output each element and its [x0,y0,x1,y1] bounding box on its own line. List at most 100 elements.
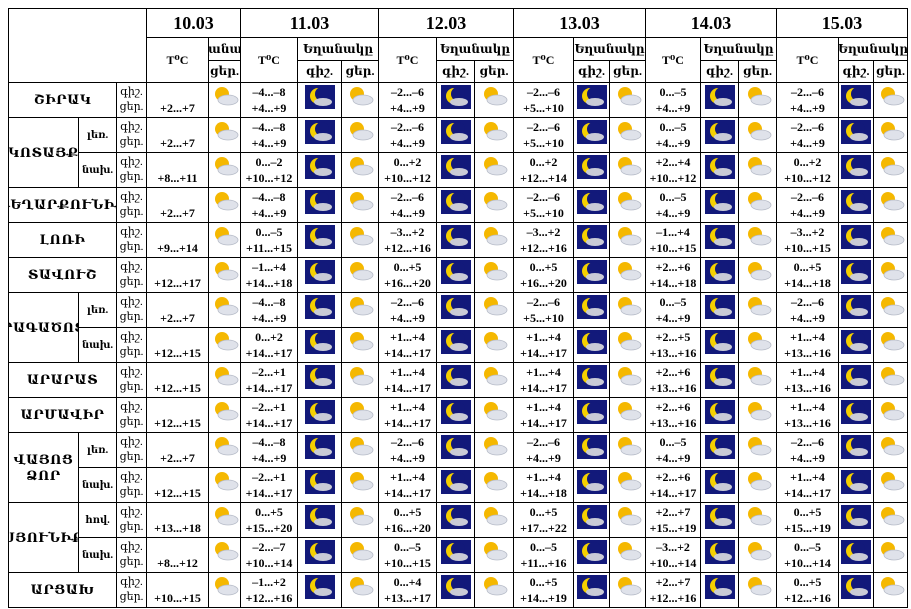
cloud [449,238,468,246]
night-icon [304,85,335,109]
temp-cell: 0...+5 +17...+22 [513,502,574,538]
day-icon [214,297,238,316]
cloud [217,94,238,106]
temp-night: –2...–6 [527,435,560,449]
temp-day: +4...+9 [655,101,691,115]
temp-night: +2...+6 [655,260,691,274]
weather-head: Եղանակը [573,37,646,61]
icon-cell [208,117,241,153]
temp-night: 0...+4 [393,575,422,589]
day-icon [484,367,508,386]
night-icon [704,575,735,599]
icon-cell [700,82,739,118]
region-cell: ԱՐՄԱՎԻՐ [8,397,117,433]
icon-cell [208,327,241,363]
icon-cell [474,327,514,363]
cloud [313,133,332,141]
moon-shade [314,87,329,101]
night-icon [576,365,607,389]
cloud [883,94,904,106]
moon-shade [450,122,465,136]
cloud [883,409,904,421]
temp-night: 0...+5 [255,505,283,519]
temp-cell: 0...–5 +4...+9 [645,432,701,468]
temp-night: 0...–5 [659,190,687,204]
temp-day: +4...+9 [790,101,825,115]
icon-cell [573,327,610,363]
cloud [313,448,332,456]
night-label: գիշ. [120,121,143,133]
temp-night: +1...+4 [390,365,425,379]
icon-cell [838,82,874,118]
night-icon [576,540,607,564]
moon-shade [586,122,601,136]
icon-cell [573,397,610,433]
sub-cell: նախ. [78,152,117,188]
icon-cell [208,397,241,433]
temp-day: +10...+15 [384,556,431,570]
icon-cell [436,327,475,363]
temp-day: +9...+14 [157,241,198,255]
icon-cell [341,502,379,538]
temp-night: –2...–6 [791,120,824,134]
day-icon [880,542,904,561]
temp-head: T⁰C [378,37,437,83]
temp-day: +14...+17 [245,381,293,395]
icon-cell [738,327,777,363]
cloud [449,273,468,281]
cloud [217,269,238,281]
temp-cell: +10...+15 [146,572,209,608]
temp-day: +4...+9 [251,451,287,465]
sub-cell: նախ. [78,537,117,573]
temp-day: +17...+22 [520,521,567,535]
icon-cell [341,117,379,153]
region-name: ՏԱՎՈՒՇ [27,267,98,282]
cloud [620,374,641,386]
day-icon [350,577,374,596]
temp-night: 0...+2 [793,155,822,169]
night-icon [704,470,735,494]
temp-night: +1...+4 [390,400,425,414]
icon-cell [873,257,908,293]
temp-night: –2...–6 [791,85,824,99]
moon-shade [714,297,729,311]
night-icon [704,190,735,214]
cloud [217,234,238,246]
moon-shade [314,297,329,311]
moon-shade [586,472,601,486]
cloud [850,343,868,351]
cloud [750,129,771,141]
moon-shade [714,262,729,276]
day-icon [880,262,904,281]
temp-cell: +12...+15 [146,467,209,503]
temp-blank [176,329,179,345]
sub-label: նախ. [81,479,114,491]
temp-day: +10...+12 [245,171,293,185]
sub-cell: հով. [78,502,117,538]
temp-cell: 0...–5 +10...+14 [776,537,839,573]
day-icon [747,402,771,421]
temp-cell: +2...+7 [146,82,209,118]
icon-cell [609,502,646,538]
day-icon [880,87,904,106]
temp-cell: –2...–6 +5...+10 [513,82,574,118]
day-icon [747,87,771,106]
cloud [313,588,332,596]
icon-cell [474,572,514,608]
cloud [486,129,508,141]
sub-cell: լեռ. [78,432,117,468]
icon-cell [609,537,646,573]
cloud [352,199,374,211]
icon-cell [341,82,379,118]
icon-cell [297,327,342,363]
day-icon [747,297,771,316]
day-icon [350,437,374,456]
icon-cell [474,152,514,188]
temp-night: +1...+4 [790,470,825,484]
night-icon [704,260,735,284]
cloud [883,234,904,246]
moon-shade [851,332,865,346]
cloud [352,304,374,316]
moon-shade [314,262,329,276]
temp-night: +1...+4 [390,330,425,344]
